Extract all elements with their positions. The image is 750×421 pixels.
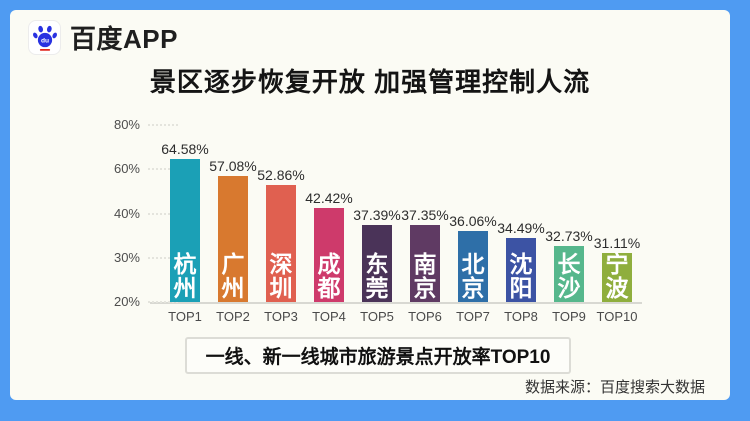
- y-axis-tick-mark: [148, 124, 178, 126]
- category-label: TOP9: [552, 309, 586, 324]
- category-label: TOP3: [264, 309, 298, 324]
- bar-value-label: 57.08%: [209, 157, 257, 174]
- bar-value-label: 34.49%: [497, 219, 545, 236]
- baidu-logo: du 百度APP: [28, 19, 178, 56]
- y-axis-tick-mark: [148, 168, 178, 171]
- baidu-logo-label: 百度APP: [70, 24, 178, 54]
- bar-top10: [602, 252, 632, 302]
- bar-value-label: 52.86%: [257, 167, 305, 184]
- poster-title: 景区逐步恢复开放 加强管理控制人流: [149, 67, 591, 97]
- bar-city-label: 北京: [461, 251, 485, 301]
- y-axis-tick-label: 80%: [113, 117, 140, 132]
- category-label: TOP4: [312, 309, 346, 324]
- category-label: TOP7: [456, 309, 490, 324]
- poster-card: du 百度APP 景区逐步恢复开放 加强管理控制人流 20% 30% 40% 60% 8…: [10, 10, 730, 400]
- svg-text:du: du: [40, 37, 48, 44]
- y-axis-tick-mark: [148, 256, 178, 259]
- y-axis-tick-mark: [148, 301, 178, 303]
- bar-top7: [458, 230, 488, 302]
- data-source: 数据来源：百度搜索大数据: [524, 379, 705, 396]
- chart-caption: 一线、新一线城市旅游景点开放率TOP10: [205, 347, 551, 368]
- bar-top6: [410, 225, 440, 302]
- bar-city-label: 长沙: [557, 251, 581, 301]
- baidu-paw-icon: du: [28, 20, 61, 55]
- bar-value-label: 36.06%: [449, 212, 497, 229]
- bar-top4: [314, 208, 344, 302]
- bar-top8: [506, 237, 536, 302]
- bar-value-label: 37.39%: [353, 207, 401, 224]
- bar-top3: [266, 185, 296, 302]
- bar-city-label: 南京: [413, 251, 437, 301]
- bar-city-label: 沈阳: [509, 251, 533, 301]
- bar-city-label: 杭州: [173, 251, 197, 301]
- bar-top5: [362, 225, 392, 302]
- bar-value-label: 64.58%: [161, 141, 209, 158]
- bar-value-label: 37.35%: [401, 207, 449, 224]
- y-axis-tick-label: 40%: [113, 205, 140, 221]
- bar-top2: [218, 175, 248, 302]
- bar-city-label: 深圳: [269, 251, 293, 301]
- category-label: TOP10: [596, 309, 638, 324]
- bar-city-label: 东莞: [365, 251, 389, 301]
- bar-city-label: 广州: [221, 251, 245, 301]
- bar-top1: [170, 159, 200, 302]
- category-label: TOP6: [408, 309, 442, 324]
- category-label: TOP5: [360, 309, 394, 324]
- category-label: TOP1: [168, 309, 202, 324]
- caption-box: 一线、新一线城市旅游景点开放率TOP10: [185, 337, 571, 374]
- y-axis-tick-label: 20%: [113, 294, 140, 309]
- x-axis-line: [150, 302, 642, 304]
- bar-city-label: 宁波: [605, 251, 629, 301]
- bar-city-label: 成都: [317, 251, 341, 301]
- y-axis-tick-label: 30%: [113, 249, 140, 265]
- category-label: TOP8: [504, 309, 538, 324]
- category-label: TOP2: [216, 309, 250, 324]
- y-axis-tick-mark: [148, 212, 178, 215]
- y-axis-tick-label: 60%: [113, 161, 140, 177]
- bar-value-label: 42.42%: [305, 190, 353, 207]
- bar-value-label: 32.73%: [545, 227, 593, 244]
- bar-top9: [554, 245, 584, 302]
- bar-value-label: 31.11%: [593, 234, 641, 251]
